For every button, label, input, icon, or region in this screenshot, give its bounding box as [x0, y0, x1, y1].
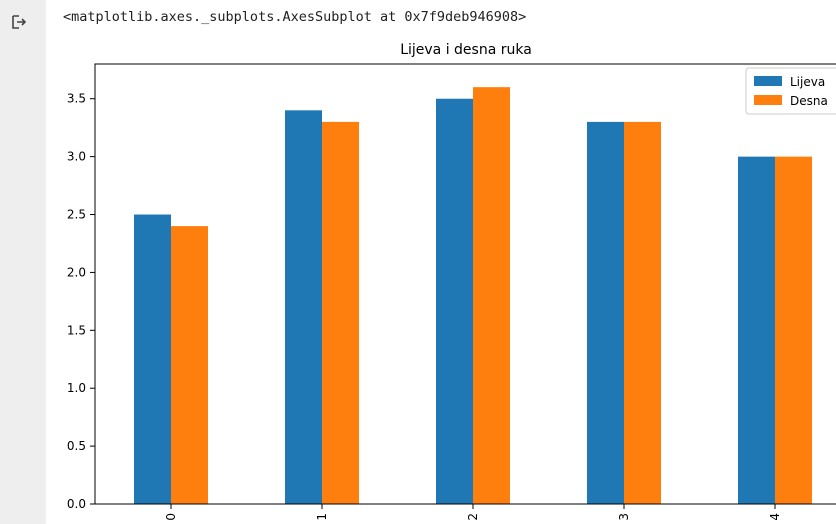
bar-lijeva-4 [738, 156, 775, 504]
output-repr-text: <matplotlib.axes._subplots.AxesSubplot a… [63, 9, 527, 25]
y-tick-label: 2.5 [67, 208, 86, 222]
bar-chart: Lijeva i desna ruka 0 1 2 3 4 0.0 0.5 1.0 1.5 2.0… [67, 42, 836, 521]
bar-desna-4 [775, 156, 812, 504]
x-tick-label: 1 [315, 513, 329, 521]
bar-lijeva-2 [436, 98, 473, 504]
output-gutter [0, 0, 46, 524]
chart-title: Lijeva i desna ruka [400, 42, 532, 58]
legend: Lijeva Desna [745, 67, 836, 115]
bar-desna-2 [473, 87, 510, 504]
y-tick-label: 0.5 [67, 439, 86, 453]
x-tick-label: 0 [164, 513, 178, 521]
bar-desna-3 [624, 121, 661, 504]
y-tick-label: 1.0 [67, 381, 86, 395]
y-tick-label: 0.0 [67, 497, 86, 511]
bar-desna-1 [322, 121, 359, 504]
output-arrow-icon[interactable] [9, 12, 29, 32]
x-tick-label: 4 [768, 513, 782, 521]
x-tick-label: 2 [466, 513, 480, 521]
bar-lijeva-1 [285, 110, 322, 504]
bar-desna-0 [171, 226, 208, 504]
bar-lijeva-3 [587, 121, 624, 504]
y-tick-label: 3.5 [67, 92, 86, 106]
y-tick-label: 3.0 [67, 150, 86, 164]
legend-swatch-lijeva [754, 76, 782, 86]
legend-label-lijeva: Lijeva [790, 75, 825, 89]
y-tick-label: 2.0 [67, 265, 86, 279]
y-tick-label: 1.5 [67, 323, 86, 337]
axes-frame [94, 63, 836, 505]
legend-swatch-desna [754, 95, 782, 105]
bar-lijeva-0 [134, 214, 171, 505]
x-tick-label: 3 [617, 513, 631, 521]
legend-label-desna: Desna [790, 94, 828, 108]
plot-area: 0 1 2 3 4 0.0 0.5 1.0 1.5 2.0 2.5 3.0 3.5 Lijeva Desna [67, 63, 836, 521]
